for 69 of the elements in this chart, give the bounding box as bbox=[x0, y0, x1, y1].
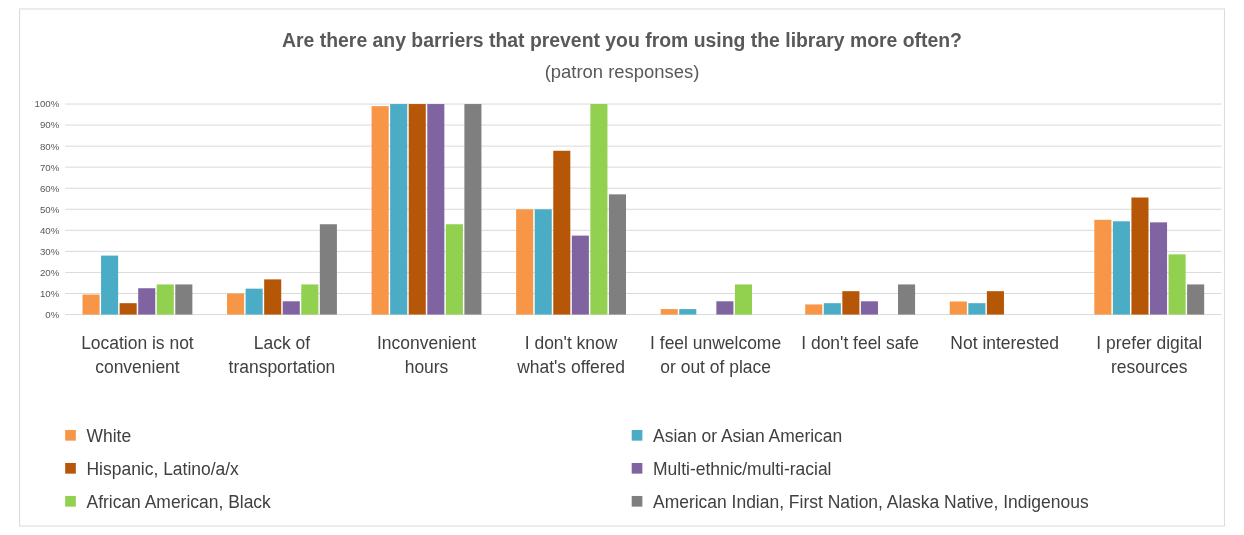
bar bbox=[1168, 254, 1186, 315]
x-tick-label: Lack of transportation bbox=[228, 333, 336, 377]
bar bbox=[1187, 284, 1205, 315]
y-tick-label: 50% bbox=[39, 203, 60, 215]
bar bbox=[553, 150, 571, 315]
legend-label: White bbox=[86, 425, 132, 446]
bar bbox=[264, 279, 282, 315]
y-tick-label: 20% bbox=[39, 266, 60, 278]
x-tick-label: I prefer digital resources bbox=[1096, 333, 1203, 377]
bar bbox=[679, 309, 697, 315]
bar bbox=[138, 288, 156, 315]
x-tick-label: Location is not convenient bbox=[81, 333, 194, 377]
bar bbox=[1094, 219, 1112, 315]
bar bbox=[390, 104, 408, 315]
y-tick-label: 60% bbox=[39, 182, 60, 194]
bar bbox=[1112, 221, 1130, 315]
y-tick-label: 30% bbox=[39, 245, 60, 257]
bar bbox=[734, 284, 752, 315]
bar bbox=[716, 301, 734, 315]
bar bbox=[571, 235, 589, 315]
bar bbox=[1131, 197, 1149, 315]
bar bbox=[301, 284, 319, 315]
bar bbox=[464, 104, 482, 315]
x-tick-label: Not interested bbox=[950, 333, 1060, 354]
bar bbox=[119, 303, 137, 315]
legend-label: Asian or Asian American bbox=[653, 425, 843, 446]
bar bbox=[319, 224, 337, 315]
bar bbox=[949, 301, 967, 315]
y-tick-label: 40% bbox=[39, 224, 60, 236]
x-tick-label: I feel unwelcome or out of place bbox=[650, 333, 782, 377]
bar bbox=[823, 303, 841, 315]
y-tick-label: 100% bbox=[34, 98, 60, 110]
bar bbox=[82, 294, 100, 315]
bar bbox=[408, 104, 426, 315]
legend-label: Hispanic, Latino/a/x bbox=[86, 458, 240, 479]
x-tick-label: I don't feel safe bbox=[801, 333, 920, 354]
bar bbox=[660, 309, 678, 315]
y-tick-label: 0% bbox=[45, 308, 60, 320]
bar bbox=[516, 209, 534, 315]
bar bbox=[445, 224, 463, 315]
legend-label: American Indian, First Nation, Alaska Native, Indigenous bbox=[653, 491, 1089, 512]
bar bbox=[805, 304, 823, 315]
y-tick-label: 10% bbox=[39, 287, 60, 299]
y-tick-label: 70% bbox=[39, 161, 60, 173]
chart-title: Are there any barriers that prevent you from using the library more often? bbox=[282, 28, 962, 51]
bar bbox=[534, 209, 552, 315]
y-tick-label: 90% bbox=[39, 119, 60, 131]
x-tick-label: I don't know what's offered bbox=[516, 333, 625, 377]
x-tick-label: Inconvenient hours bbox=[377, 333, 477, 377]
bar bbox=[156, 284, 174, 315]
bar bbox=[842, 291, 860, 315]
bar bbox=[1149, 222, 1168, 315]
bar bbox=[101, 255, 119, 315]
bar bbox=[898, 284, 916, 315]
bar bbox=[968, 303, 986, 315]
bar bbox=[860, 301, 878, 315]
bar bbox=[608, 194, 626, 315]
bar bbox=[427, 104, 445, 315]
bar bbox=[986, 291, 1004, 315]
bar bbox=[175, 284, 193, 315]
bar bbox=[371, 106, 389, 315]
chart-subtitle: (patron responses) bbox=[544, 60, 700, 82]
bar bbox=[282, 301, 300, 315]
y-tick-label: 80% bbox=[39, 140, 60, 152]
bar bbox=[227, 293, 245, 315]
legend-label: Multi-ethnic/multi-racial bbox=[653, 458, 832, 479]
bar bbox=[590, 104, 608, 315]
legend-label: African American, Black bbox=[86, 491, 272, 512]
bar bbox=[245, 288, 263, 315]
